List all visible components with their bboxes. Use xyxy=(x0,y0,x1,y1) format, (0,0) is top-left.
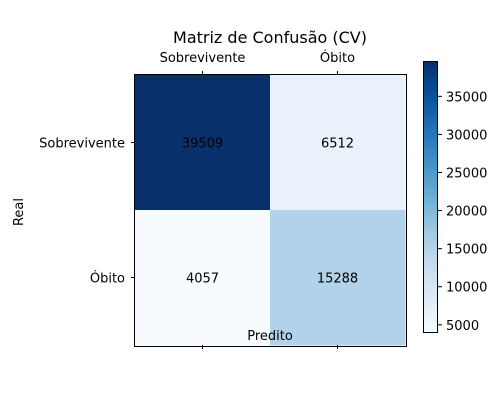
colorbar-tick-label: 25000 xyxy=(446,166,487,181)
x-tick-label: Sobrevivente xyxy=(160,51,246,66)
colorbar-tick-label: 35000 xyxy=(446,90,487,105)
colorbar-gradient xyxy=(424,62,438,333)
y-tick-label: Óbito xyxy=(90,271,125,287)
heatmap-cells: 39509 6512 4057 15288 xyxy=(135,75,406,346)
x-tick-label: Óbito xyxy=(320,50,355,66)
colorbar: 5000 10000 15000 20000 25000 30000 35000 xyxy=(424,62,488,334)
y-tick-label: Sobrevivente xyxy=(39,137,125,152)
colorbar-tick-label: 30000 xyxy=(446,128,487,143)
colorbar-ticks: 5000 10000 15000 20000 25000 30000 35000 xyxy=(438,90,487,333)
y-tick-labels: Sobrevivente Óbito xyxy=(39,137,135,287)
colorbar-tick-label: 20000 xyxy=(446,205,487,220)
x-axis-label: Predito xyxy=(247,329,293,344)
cell-value-label: 15288 xyxy=(317,272,358,287)
y-axis-label: Real xyxy=(12,198,27,226)
colorbar-tick-label: 5000 xyxy=(446,319,479,334)
colorbar-tick-label: 15000 xyxy=(446,243,487,258)
cell-value-label: 4057 xyxy=(186,272,219,287)
cell-value-label: 39509 xyxy=(182,137,223,152)
colorbar-tick-label: 10000 xyxy=(446,281,487,296)
chart-title: Matriz de Confusão (CV) xyxy=(173,28,367,47)
cell-value-label: 6512 xyxy=(321,137,354,152)
